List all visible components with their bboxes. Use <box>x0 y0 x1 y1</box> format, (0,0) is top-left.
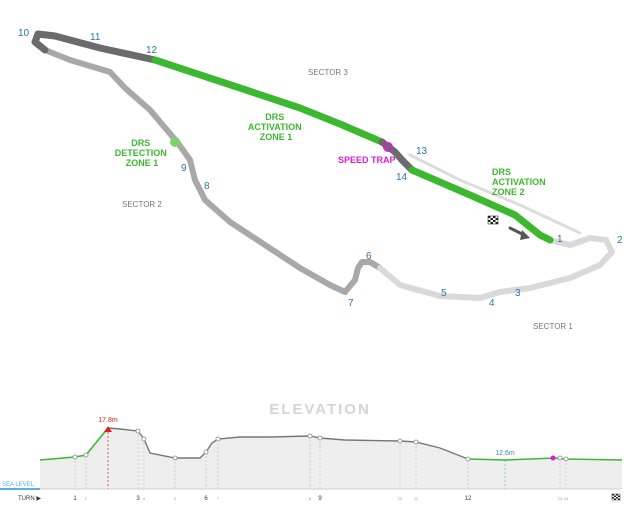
turn-label-13: 13 <box>416 146 428 157</box>
turn-label-14: 14 <box>396 172 408 183</box>
turn-label-9: 9 <box>181 163 187 174</box>
turn-label-12: 12 <box>146 45 158 56</box>
drs-zone-2-label: DRS ACTIVATION ZONE 2 <box>492 167 548 197</box>
elevation-min-label: 12.6m <box>495 450 515 457</box>
axis-turn-1: 1 <box>73 496 77 502</box>
elevation-turn-axis: TURN ▶ 1 3 6 9 12 2 4 5 7 8 10 11 13 14 <box>18 493 621 502</box>
drs-labels: DRS ACTIVATION ZONE 1 DRS ACTIVATION ZON… <box>115 112 548 197</box>
elevation-speed-trap-dot <box>550 455 556 461</box>
axis-turn-4: 4 <box>143 496 146 501</box>
turn-label-2: 2 <box>617 235 623 246</box>
axis-turn-13: 13 <box>558 496 563 501</box>
axis-turn-12: 12 <box>465 496 472 502</box>
turn-label-4: 4 <box>489 298 495 309</box>
drs-zone-2-track <box>408 166 554 244</box>
turn-label-1: 1 <box>557 234 563 245</box>
axis-turn-9: 9 <box>318 496 322 502</box>
track-hairpin-10 <box>31 30 159 64</box>
axis-turn-6: 6 <box>204 496 208 502</box>
pit-lane <box>408 153 582 235</box>
elevation-chart: 17.8m 12.6m SEA LEVEL <box>0 417 623 490</box>
elevation-title: ELEVATION <box>269 401 371 418</box>
sector-label-3: SECTOR 3 <box>308 68 348 77</box>
speed-trap-label: SPEED TRAP <box>338 155 396 165</box>
elevation-max-label: 17.8m <box>98 417 118 424</box>
axis-turn-8: 8 <box>309 496 312 501</box>
turn-label-11: 11 <box>90 32 101 43</box>
turn-label-3: 3 <box>515 288 521 299</box>
sector-labels: SECTOR 3 SECTOR 2 SECTOR 1 <box>122 68 573 331</box>
track-chicane-13-14 <box>378 138 416 174</box>
track-layout <box>31 30 615 301</box>
axis-turn-11: 11 <box>414 496 419 501</box>
turn-label-8: 8 <box>204 181 210 192</box>
axis-turn-5: 5 <box>174 496 177 501</box>
drs-detection-marker <box>170 137 180 147</box>
checkered-flag-icon <box>487 215 499 225</box>
drs-detection-label: DRS DETECTION ZONE 1 <box>115 138 170 168</box>
axis-turn-7: 7 <box>217 496 220 501</box>
axis-turn-3: 3 <box>136 496 140 502</box>
track-chicane-6-7 <box>342 259 383 295</box>
turn-label-5: 5 <box>441 288 447 299</box>
pit-lane-arrow-icon <box>508 226 530 240</box>
track-sector-2 <box>42 47 348 295</box>
turn-label-10: 10 <box>18 28 30 39</box>
turn-label-7: 7 <box>348 298 354 309</box>
speed-trap-marker <box>383 142 393 152</box>
turn-axis-label: TURN ▶ <box>18 496 41 502</box>
track-sector-1 <box>377 235 615 301</box>
sea-level-label: SEA LEVEL <box>2 482 35 488</box>
sector-label-2: SECTOR 2 <box>122 200 162 209</box>
elevation-profile-green-start <box>39 427 109 461</box>
axis-turn-14: 14 <box>564 496 569 501</box>
elevation-fill <box>40 428 622 489</box>
drs-zone-1-label: DRS ACTIVATION ZONE 1 <box>248 112 304 142</box>
turn-labels: 1 2 3 4 5 6 7 8 9 10 11 12 13 14 <box>18 28 623 309</box>
elevation-max-marker <box>104 426 112 432</box>
finish-flag-icon <box>611 493 621 501</box>
turn-label-6: 6 <box>366 251 372 262</box>
sector-label-1: SECTOR 1 <box>533 322 573 331</box>
axis-turn-2: 2 <box>85 496 88 501</box>
axis-turn-10: 10 <box>398 496 403 501</box>
drs-zone-1-track <box>151 56 386 146</box>
